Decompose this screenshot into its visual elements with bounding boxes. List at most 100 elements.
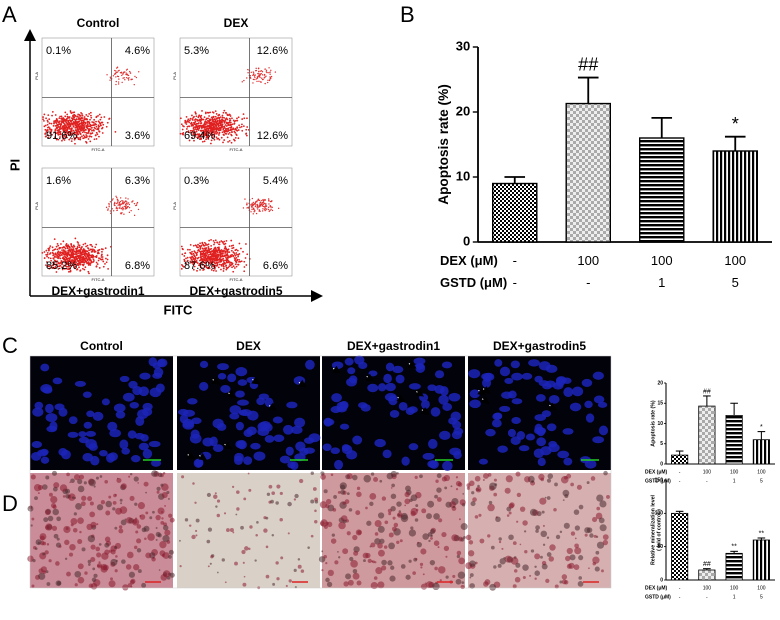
stain-spot — [311, 472, 314, 475]
event-dot — [67, 121, 69, 123]
stain-spot — [77, 479, 82, 484]
stain-spot — [428, 532, 433, 537]
stain-spot — [493, 565, 496, 568]
nucleus — [304, 447, 315, 453]
row-value: 1 — [658, 275, 665, 290]
stain-spot — [84, 481, 87, 484]
nucleus — [291, 426, 303, 434]
event-dot — [270, 205, 271, 206]
significance-mark: ** — [759, 530, 765, 537]
event-dot — [198, 115, 200, 117]
stain-spot — [374, 576, 378, 580]
event-dot — [251, 207, 252, 208]
event-dot — [223, 264, 225, 266]
event-dot — [49, 247, 51, 249]
stain-spot — [31, 584, 34, 587]
stain-spot — [391, 484, 395, 488]
stain-spot — [271, 491, 275, 495]
micrograph-title: DEX+gastrodin5 — [493, 339, 586, 353]
stain-spot — [287, 502, 291, 506]
event-dot — [253, 213, 254, 214]
event-dot — [264, 77, 265, 78]
event-dot — [66, 119, 68, 121]
event-dot — [78, 118, 80, 120]
event-dot — [251, 209, 252, 210]
event-dot — [107, 268, 109, 270]
event-dot — [88, 272, 90, 274]
event-dot — [235, 261, 237, 263]
stain-spot — [135, 531, 138, 534]
event-dot — [100, 125, 102, 127]
stain-spot — [513, 541, 517, 545]
nucleus — [534, 376, 542, 383]
stain-spot — [487, 534, 490, 537]
nucleus — [546, 365, 558, 373]
stain-spot — [425, 583, 427, 585]
event-dot — [223, 134, 225, 136]
stain-spot — [78, 563, 84, 569]
event-dot — [247, 72, 248, 73]
event-dot — [213, 126, 215, 128]
nucleus — [200, 361, 208, 368]
stain-spot — [509, 511, 512, 514]
event-dot — [243, 80, 244, 81]
stain-spot — [333, 508, 337, 512]
stain-spot — [412, 571, 416, 575]
event-dot — [216, 257, 218, 259]
stain-spot — [342, 548, 348, 554]
event-dot — [216, 250, 218, 252]
stain-spot — [31, 518, 34, 521]
stain-spot — [121, 559, 126, 564]
event-dot — [61, 249, 63, 251]
nucleus — [120, 376, 130, 382]
nucleus — [358, 362, 367, 369]
event-dot — [68, 117, 70, 119]
event-dot — [232, 123, 234, 125]
stain-spot — [125, 518, 127, 520]
event-dot — [210, 253, 212, 255]
stain-spot — [452, 575, 455, 578]
stain-spot — [577, 485, 582, 490]
event-dot — [56, 246, 58, 248]
nucleus — [511, 373, 523, 381]
event-dot — [92, 257, 94, 259]
stain-spot — [226, 528, 230, 532]
quadrant-percent: 4.6% — [125, 45, 150, 57]
event-dot — [211, 122, 213, 124]
nucleus — [548, 441, 557, 448]
stain-spot — [326, 499, 331, 504]
stain-spot — [531, 549, 534, 552]
stain-spot — [405, 575, 410, 580]
stain-spot — [575, 538, 577, 540]
stain-spot — [560, 531, 562, 533]
event-dot — [200, 122, 202, 124]
event-dot — [73, 119, 75, 121]
event-dot — [98, 257, 100, 259]
nucleus — [256, 397, 265, 405]
stain-spot — [476, 487, 482, 493]
event-dot — [217, 261, 219, 263]
stain-spot — [451, 534, 458, 541]
nucleus — [536, 437, 546, 446]
stain-spot — [507, 514, 510, 517]
stain-spot — [325, 504, 329, 508]
event-dot — [92, 261, 94, 263]
quadrant-percent: 5.3% — [184, 45, 209, 57]
event-dot — [264, 69, 265, 70]
stain-spot — [70, 518, 77, 525]
event-dot — [247, 69, 248, 70]
row-value: - — [586, 275, 590, 290]
event-dot — [103, 266, 105, 268]
stain-spot — [242, 583, 246, 587]
significance-mark: * — [732, 114, 739, 134]
event-dot — [71, 117, 73, 119]
event-dot — [56, 127, 58, 129]
stain-spot — [149, 516, 152, 519]
event-dot — [126, 74, 127, 75]
event-dot — [115, 76, 116, 77]
event-dot — [59, 121, 61, 123]
event-dot — [245, 257, 247, 259]
stain-spot — [215, 492, 217, 494]
stain-spot — [156, 487, 160, 491]
event-dot — [210, 251, 212, 253]
